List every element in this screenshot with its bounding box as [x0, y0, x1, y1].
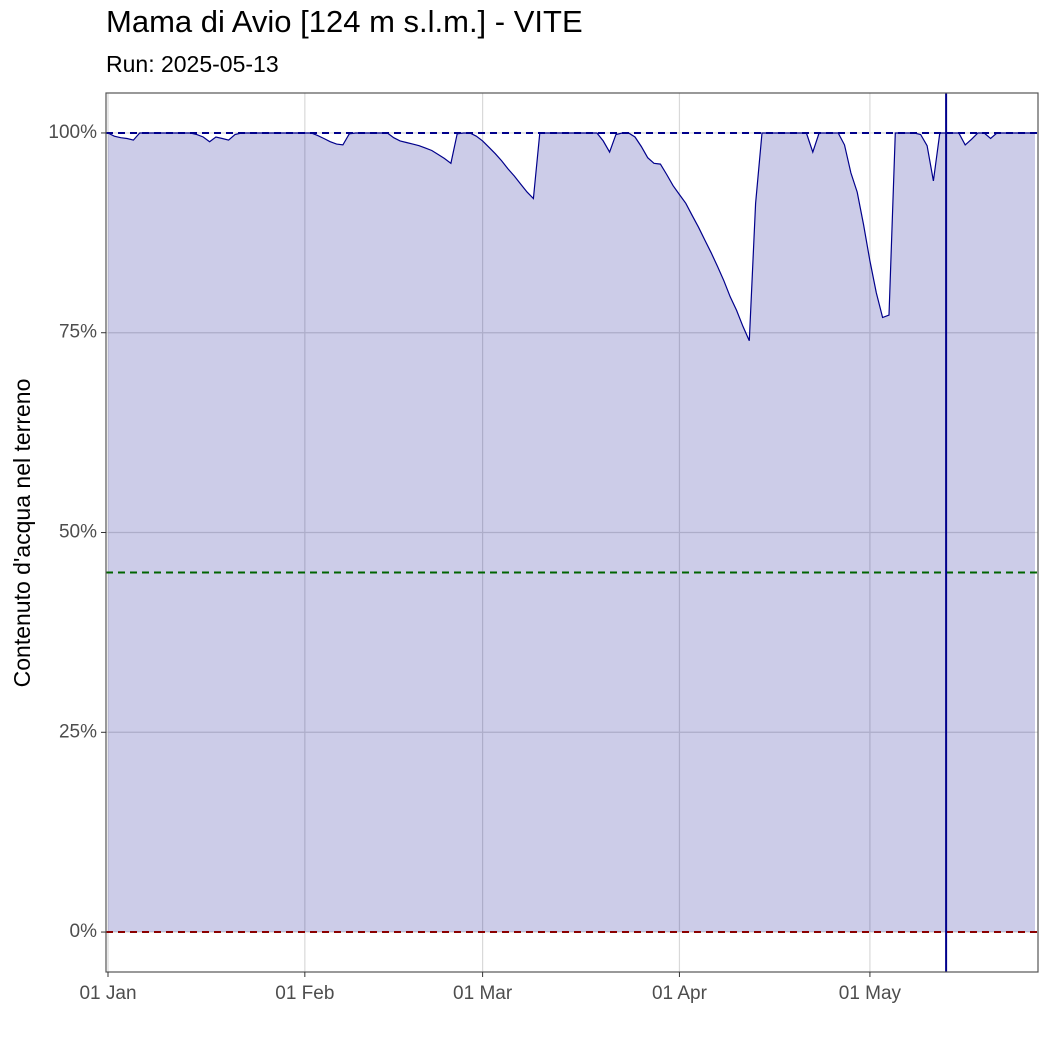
- x-tick-label: 01 May: [839, 983, 902, 1004]
- y-axis-label: Contenuto d'acqua nel terreno: [9, 379, 35, 688]
- y-tick-label: 25%: [59, 721, 97, 742]
- chart-subtitle: Run: 2025-05-13: [106, 51, 279, 77]
- y-tick-label: 75%: [59, 322, 97, 343]
- y-tick-label: 100%: [48, 122, 97, 143]
- x-tick-label: 01 Feb: [275, 983, 334, 1004]
- x-tick-label: 01 Jan: [79, 983, 136, 1004]
- marks: [106, 93, 1038, 972]
- chart-title: Mama di Avio [124 m s.l.m.] - VITE: [106, 4, 583, 39]
- y-tick-label: 50%: [59, 522, 97, 543]
- x-tick-label: 01 Apr: [652, 983, 708, 1004]
- x-tick-label: 01 Mar: [453, 983, 513, 1004]
- area: [108, 133, 1035, 933]
- y-tick-label: 0%: [70, 921, 98, 942]
